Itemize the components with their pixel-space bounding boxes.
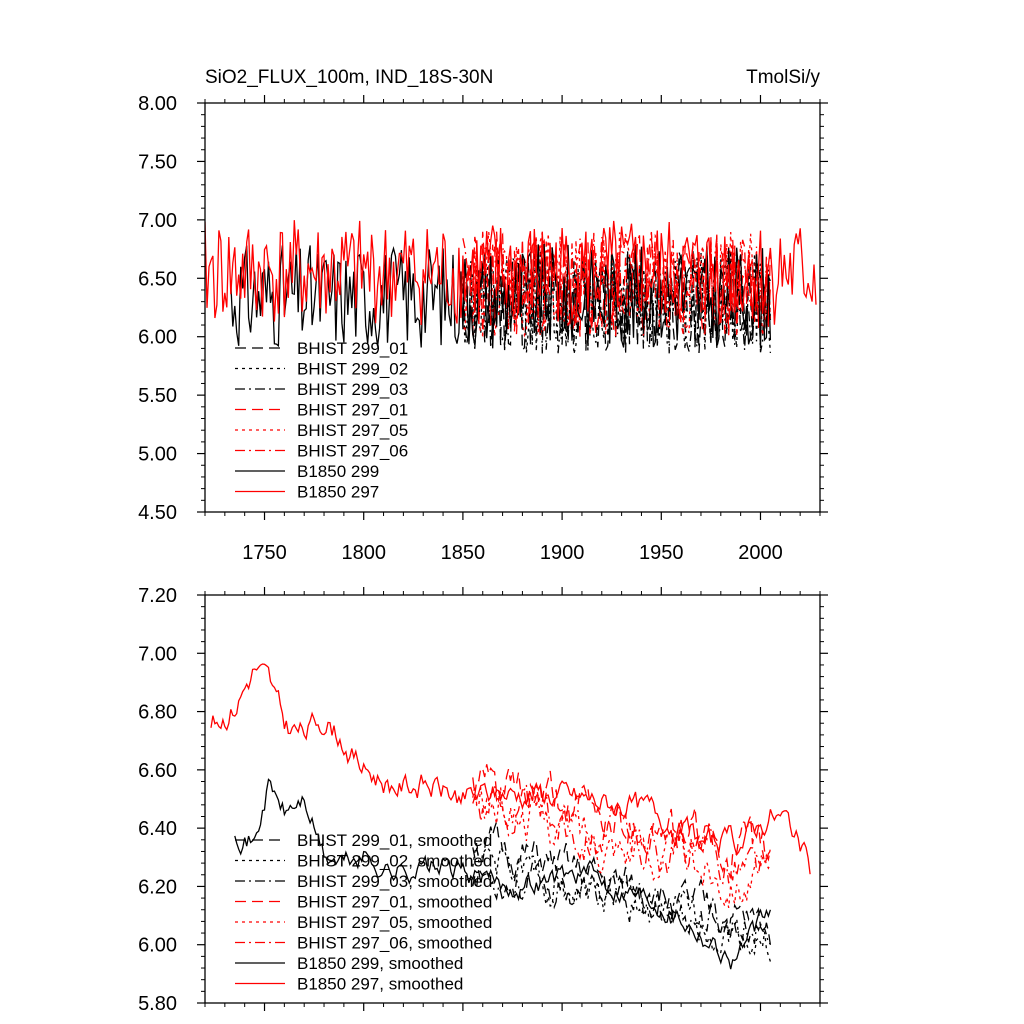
plot-frame <box>204 594 821 1004</box>
y-tick-label: 6.50 <box>138 268 177 290</box>
legend-label-0: BHIST 299_01 <box>297 339 408 358</box>
y-tick-label: 7.50 <box>138 151 177 173</box>
legend-label-6: B1850 299, smoothed <box>297 954 463 973</box>
legend-label-3: BHIST 297_01, smoothed <box>297 893 492 912</box>
y-tick-label: 7.00 <box>138 643 177 665</box>
series-line-3 <box>472 764 771 880</box>
y-tick-label: 6.60 <box>138 760 177 782</box>
y-tick-label: 6.80 <box>138 702 177 724</box>
series-line-2 <box>472 861 771 945</box>
y-tick-label: 5.80 <box>138 993 177 1015</box>
y-tick-label: 6.40 <box>138 818 177 840</box>
y-tick-label: 5.00 <box>138 444 177 466</box>
x-tick-label: 1800 <box>341 542 386 564</box>
x-tick-label: 1750 <box>242 542 287 564</box>
series-line-7 <box>210 663 811 875</box>
x-tick-label: 1850 <box>441 542 486 564</box>
legend-label-7: B1850 297 <box>297 483 379 502</box>
bottom-panel: 5.80 6.00 6.20 6.40 6.60 6.80 7.00 7.20 BHIST 29… <box>138 585 828 1015</box>
y-tick-label: 7.00 <box>138 210 177 232</box>
x-tick-label: 1900 <box>540 542 585 564</box>
legend-label-2: BHIST 299_03 <box>297 380 408 399</box>
legend-label-2: BHIST 299_03, smoothed <box>297 872 492 891</box>
legend-label-1: BHIST 299_02, smoothed <box>297 852 492 871</box>
y-tick-label: 6.00 <box>138 935 177 957</box>
series-line-5 <box>472 783 772 885</box>
legend-label-3: BHIST 297_01 <box>297 401 408 420</box>
legend-label-1: BHIST 299_02 <box>297 360 408 379</box>
plot-area <box>210 663 811 970</box>
series-line-7 <box>205 220 817 326</box>
y-tick-label: 6.20 <box>138 876 177 898</box>
y-tick-label: 5.50 <box>138 385 177 407</box>
legend-label-0: BHIST 299_01, smoothed <box>297 831 492 850</box>
legend-label-5: BHIST 297_06 <box>297 442 408 461</box>
legend-label-4: BHIST 297_05 <box>297 421 408 440</box>
y-tick-label: 6.00 <box>138 327 177 349</box>
series-line-6 <box>234 778 772 970</box>
y-tick-label: 7.20 <box>138 585 177 607</box>
chart-title: SiO2_FLUX_100m, IND_18S-30N <box>205 67 493 88</box>
chart-units: TmolSi/y <box>746 67 820 88</box>
top-panel: 4.50 5.00 5.50 6.00 6.50 7.00 7.50 8.00 1750 1800… <box>138 67 828 564</box>
plot-frame <box>204 102 821 513</box>
x-tick-label: 2000 <box>738 542 783 564</box>
x-tick-label: 1950 <box>639 542 684 564</box>
legend-label-5: BHIST 297_06, smoothed <box>297 934 492 953</box>
series-line-1 <box>472 842 772 962</box>
y-tick-label: 4.50 <box>138 502 177 524</box>
plot-area <box>205 220 817 355</box>
y-tick-label: 8.00 <box>138 93 177 115</box>
legend-label-4: BHIST 297_05, smoothed <box>297 913 492 932</box>
legend-label-7: B1850 297, smoothed <box>297 975 463 994</box>
series-line-4 <box>472 785 771 909</box>
legend-label-6: B1850 299 <box>297 462 379 481</box>
